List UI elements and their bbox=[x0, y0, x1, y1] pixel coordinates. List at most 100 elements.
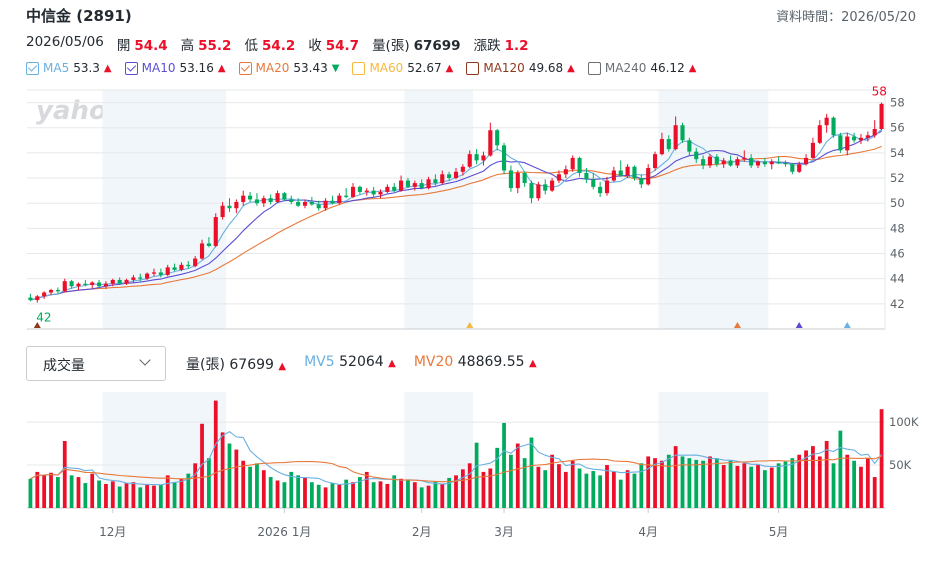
volume-bar bbox=[378, 481, 383, 508]
volume-bar bbox=[303, 477, 307, 508]
candle-body bbox=[797, 164, 802, 172]
ma-toggle-ma10[interactable]: MA10 53.16 ▲ bbox=[124, 61, 226, 75]
x-axis-label: 3月 bbox=[494, 525, 514, 539]
candle-body bbox=[728, 160, 733, 166]
x-axis-label: 5月 bbox=[769, 525, 789, 539]
volume-bar bbox=[364, 471, 369, 508]
volume-bar bbox=[179, 478, 184, 508]
volume-bar bbox=[845, 454, 850, 508]
volume-bar bbox=[495, 447, 500, 508]
candle-body bbox=[433, 179, 438, 184]
candle-body bbox=[474, 154, 479, 161]
x-axis-label: 12月 bbox=[99, 525, 126, 539]
volume-bar bbox=[268, 477, 273, 508]
candle-body bbox=[186, 264, 191, 267]
candle-body bbox=[357, 186, 362, 192]
candle-body bbox=[584, 173, 589, 180]
volume-bar bbox=[605, 465, 609, 508]
ma10-line bbox=[30, 130, 882, 301]
volume-bar bbox=[207, 458, 211, 508]
volume-bar bbox=[234, 449, 239, 508]
volume-bar bbox=[35, 471, 40, 508]
volume-bar bbox=[138, 487, 143, 508]
ma-toggle-ma60[interactable]: MA60 52.67 ▲ bbox=[352, 61, 453, 75]
volume-bar bbox=[653, 458, 657, 508]
candle-body bbox=[707, 156, 713, 166]
checkbox-icon[interactable] bbox=[352, 61, 366, 75]
candle-body bbox=[48, 290, 54, 293]
volume-bar bbox=[728, 460, 733, 508]
checkbox-icon[interactable] bbox=[466, 61, 480, 75]
volume-bar bbox=[529, 437, 534, 508]
ma-label: MA5 bbox=[43, 61, 70, 75]
candle-body bbox=[852, 136, 857, 141]
candle-body bbox=[495, 130, 500, 146]
ma-value: 53.43 bbox=[293, 61, 328, 75]
ma-value: 49.68 bbox=[528, 61, 564, 75]
candle-body bbox=[97, 282, 102, 287]
price-tick-label: 54 bbox=[890, 146, 905, 160]
ohlc-row: 2026/05/06 開 54.4 高 55.2 低 54.2 收 54.7 量(張) 6… bbox=[26, 34, 529, 54]
ma-toggle-ma20[interactable]: MA20 53.43 ▼ bbox=[238, 61, 339, 75]
volume-bar bbox=[673, 446, 678, 508]
checkbox-icon[interactable] bbox=[124, 61, 138, 75]
candle-body bbox=[810, 142, 815, 158]
volume-bar bbox=[481, 471, 486, 508]
volume-legend-vol: 量(張) 67699 ▲ bbox=[186, 357, 287, 373]
ma-legend: MA5 53.3 ▲ MA10 53.16 ▲ MA20 53.43 ▼ MA60 52.67 ▲ MA… bbox=[26, 61, 696, 75]
volume-bar bbox=[447, 477, 452, 508]
ma-toggle-ma240[interactable]: MA240 46.12 ▲ bbox=[587, 61, 697, 75]
volume-tick-label: 50K bbox=[889, 458, 912, 472]
ma-label: MA60 bbox=[369, 61, 404, 75]
volume-bar bbox=[358, 477, 362, 508]
candle-body bbox=[62, 281, 67, 292]
candle-body bbox=[385, 186, 390, 192]
candle-body bbox=[467, 154, 472, 167]
volume-legend: 量(張) 67699 ▲ MV5 52064 ▲ MV20 48869.55 ▲ bbox=[186, 354, 537, 374]
candle-body bbox=[714, 156, 719, 165]
candle-body bbox=[570, 157, 575, 170]
candle-body bbox=[42, 292, 47, 297]
volume-bar bbox=[124, 483, 129, 508]
candle-body bbox=[227, 205, 232, 209]
volume-bar bbox=[385, 483, 390, 508]
checkbox-icon[interactable] bbox=[587, 61, 601, 75]
max-price-label: 58 bbox=[872, 85, 887, 99]
checkbox-icon[interactable] bbox=[26, 61, 39, 75]
ma-toggle-ma5[interactable]: MA5 53.3 ▲ bbox=[26, 61, 112, 75]
volume-bar bbox=[550, 454, 554, 508]
candle-body bbox=[735, 159, 740, 166]
ma-value: 53.16 bbox=[179, 61, 214, 75]
volume-bar bbox=[49, 472, 53, 508]
event-marker-icon bbox=[843, 322, 851, 328]
volume-bar bbox=[776, 463, 781, 508]
volume-bar bbox=[817, 456, 822, 508]
volume-bar bbox=[522, 458, 527, 508]
volume-bar bbox=[42, 474, 47, 508]
volume-bar bbox=[165, 475, 170, 508]
price-shaded-band bbox=[404, 90, 474, 329]
candle-body bbox=[879, 103, 884, 129]
price-tick-label: 42 bbox=[890, 297, 905, 311]
triangle-up-icon: ▲ bbox=[688, 62, 697, 74]
candle-body bbox=[268, 198, 273, 202]
volume-shaded-band bbox=[102, 392, 227, 508]
candle-body bbox=[241, 195, 246, 202]
checkbox-icon[interactable] bbox=[238, 61, 252, 75]
candle-body bbox=[69, 281, 74, 287]
candle-body bbox=[145, 273, 150, 279]
volume-bar bbox=[282, 482, 287, 508]
volume-bar bbox=[323, 487, 328, 508]
ma-value: 53.3 bbox=[73, 61, 100, 75]
volume-bar bbox=[406, 479, 410, 508]
volume-bar bbox=[412, 482, 417, 508]
candle-body bbox=[604, 180, 610, 194]
volume-bar bbox=[563, 471, 568, 508]
volume-bar bbox=[852, 460, 856, 508]
indicator-dropdown[interactable]: 成交量 bbox=[26, 346, 166, 381]
volume-bar bbox=[316, 484, 321, 508]
volume-bar bbox=[186, 473, 191, 508]
ma-toggle-ma120[interactable]: MA120 49.68 ▲ bbox=[466, 61, 575, 75]
candle-body bbox=[577, 157, 582, 174]
